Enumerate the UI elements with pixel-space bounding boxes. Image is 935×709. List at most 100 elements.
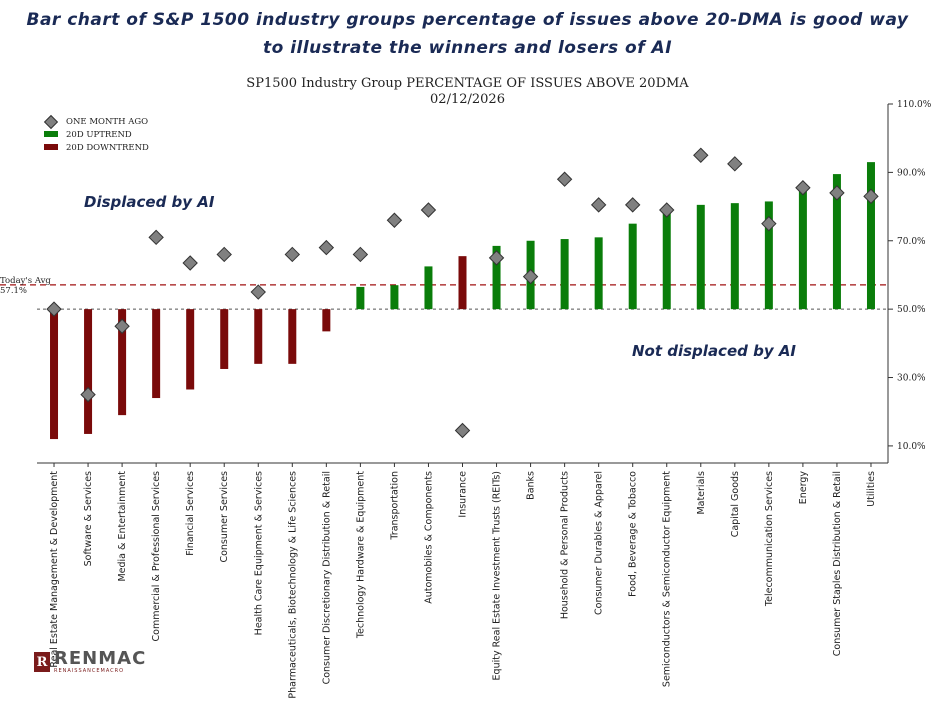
- month-ago-marker-3: [148, 229, 164, 246]
- logo-text: RENMAC RENAISSANCEMACRO: [54, 648, 147, 675]
- month-ago-marker-15: [556, 171, 573, 187]
- x-tick-label: Financial Services: [185, 471, 196, 556]
- bar-15: [560, 239, 569, 310]
- x-tick-label: Consumer Durables & Apparel: [594, 471, 605, 615]
- x-tick-label: Consumer Staples Distribution & Retail: [832, 471, 843, 656]
- bar-1: [84, 309, 93, 434]
- legend-label-uptrend: 20D UPTREND: [66, 129, 132, 140]
- month-ago-marker-20: [727, 156, 743, 172]
- month-ago-marker-16: [590, 197, 607, 213]
- x-tick-label: Insurance: [458, 471, 469, 518]
- legend-label-month-ago: ONE MONTH AGO: [66, 116, 149, 127]
- y-tick-label: 110.0%: [897, 100, 932, 110]
- headline-line-2: to illustrate the winners and losers of …: [262, 38, 673, 58]
- chart-title: SP1500 Industry Group PERCENTAGE OF ISSU…: [246, 76, 689, 91]
- x-tick-label: Media & Entertainment: [117, 471, 128, 582]
- logo-mark-icon: R: [34, 652, 50, 672]
- legend-label-downtrend: 20D DOWNTREND: [66, 142, 149, 153]
- month-ago-marker-23: [829, 185, 845, 201]
- x-tick-label: Transportation: [389, 471, 400, 541]
- x-tick-label: Equity Real Estate Investment Trusts (RE…: [492, 471, 503, 680]
- month-ago-marker-11: [420, 202, 437, 218]
- bar-18: [662, 208, 671, 310]
- month-ago-marker-4: [182, 255, 198, 271]
- bar-13: [492, 245, 501, 310]
- x-tick-label: Real Estate Management & Development: [49, 471, 60, 668]
- bar-22: [798, 189, 807, 310]
- month-ago-marker-12: [454, 422, 471, 439]
- month-ago-marker-24: [863, 188, 879, 205]
- month-ago-marker-7: [284, 246, 301, 263]
- logo-name: RENMAC: [54, 648, 147, 669]
- x-tick-label: Health Care Equipment & Services: [253, 471, 264, 635]
- x-tick-label: Technology Hardware & Equipment: [355, 471, 366, 639]
- bar-21: [764, 201, 773, 310]
- month-ago-marker-6: [250, 284, 266, 300]
- month-ago-marker-18: [659, 202, 675, 218]
- today-avg-value: 57.1%: [0, 286, 28, 296]
- bar-12: [458, 256, 467, 310]
- diamond-marker-icon: [43, 114, 59, 129]
- y-tick-label: 10.0%: [897, 442, 926, 452]
- bar-20: [730, 203, 739, 310]
- bar-19: [696, 204, 705, 310]
- annotation-not-displaced: Not displaced by AI: [632, 342, 797, 360]
- month-ago-marker-8: [318, 239, 335, 256]
- x-tick-label: Telecommunication Services: [764, 471, 775, 607]
- x-tick-label: Capital Goods: [730, 471, 741, 537]
- bar-2: [118, 309, 127, 416]
- bar-4: [186, 309, 195, 390]
- bar-17: [628, 223, 637, 310]
- x-tick-label: Semiconductors & Semiconductor Equipment: [662, 471, 673, 687]
- legend: ONE MONTH AGO 20D UPTREND 20D DOWNTREND: [43, 114, 149, 154]
- x-tick-label: Automobiles & Components: [423, 471, 434, 604]
- month-ago-marker-0: [46, 301, 62, 317]
- legend-item-uptrend: 20D UPTREND: [44, 128, 149, 141]
- headline-line-1: Bar chart of S&P 1500 industry groups pe…: [26, 10, 909, 30]
- legend-item-downtrend: 20D DOWNTREND: [44, 141, 149, 154]
- month-ago-marker-14: [522, 268, 539, 285]
- today-avg-label: Today's Avg: [0, 276, 51, 286]
- x-tick-label: Commercial & Professional Services: [151, 471, 162, 641]
- x-tick-label: Banks: [526, 471, 537, 500]
- month-ago-marker-1: [80, 386, 96, 403]
- month-ago-marker-10: [386, 212, 403, 228]
- legend-item-month-ago: ONE MONTH AGO: [43, 114, 149, 129]
- bar-5: [220, 309, 229, 369]
- y-tick-label: 30.0%: [897, 374, 926, 384]
- bar-0: [50, 309, 59, 440]
- renmac-logo: R RENMAC RENAISSANCEMACRO: [34, 650, 146, 674]
- uptrend-swatch-icon: [44, 130, 58, 140]
- x-tick-label: Consumer Discretionary Distribution & Re…: [321, 471, 332, 684]
- chart-subtitle: 02/12/2026: [430, 92, 505, 107]
- y-tick-label: 70.0%: [897, 237, 926, 247]
- bar-10: [390, 285, 399, 310]
- x-tick-label: Utilities: [866, 471, 877, 507]
- month-ago-marker-13: [488, 250, 505, 266]
- x-tick-label: Energy: [798, 471, 809, 505]
- downtrend-swatch-icon: [44, 143, 58, 153]
- bar-23: [832, 174, 841, 310]
- bar-6: [254, 309, 263, 364]
- x-tick-label: Pharmaceuticals, Biotechnology & Life Sc…: [287, 471, 298, 699]
- month-ago-marker-19: [693, 147, 709, 163]
- bar-7: [288, 309, 297, 364]
- bar-11: [424, 266, 433, 310]
- bar-9: [356, 286, 365, 310]
- x-tick-label: Consumer Services: [219, 471, 230, 563]
- month-ago-marker-5: [216, 246, 232, 263]
- x-tick-label: Software & Services: [83, 471, 94, 566]
- bar-16: [594, 237, 603, 310]
- y-tick-label: 50.0%: [897, 305, 926, 315]
- annotation-displaced: Displaced by AI: [84, 193, 215, 211]
- month-ago-marker-22: [795, 180, 811, 196]
- bar-24: [866, 162, 875, 310]
- bar-8: [322, 309, 331, 332]
- month-ago-marker-17: [624, 197, 641, 213]
- x-tick-label: Food, Beverage & Tobacco: [628, 471, 639, 597]
- y-tick-label: 90.0%: [897, 168, 926, 178]
- bar-3: [152, 309, 161, 399]
- month-ago-marker-9: [352, 246, 369, 263]
- logo-subtitle: RENAISSANCEMACRO: [54, 668, 125, 674]
